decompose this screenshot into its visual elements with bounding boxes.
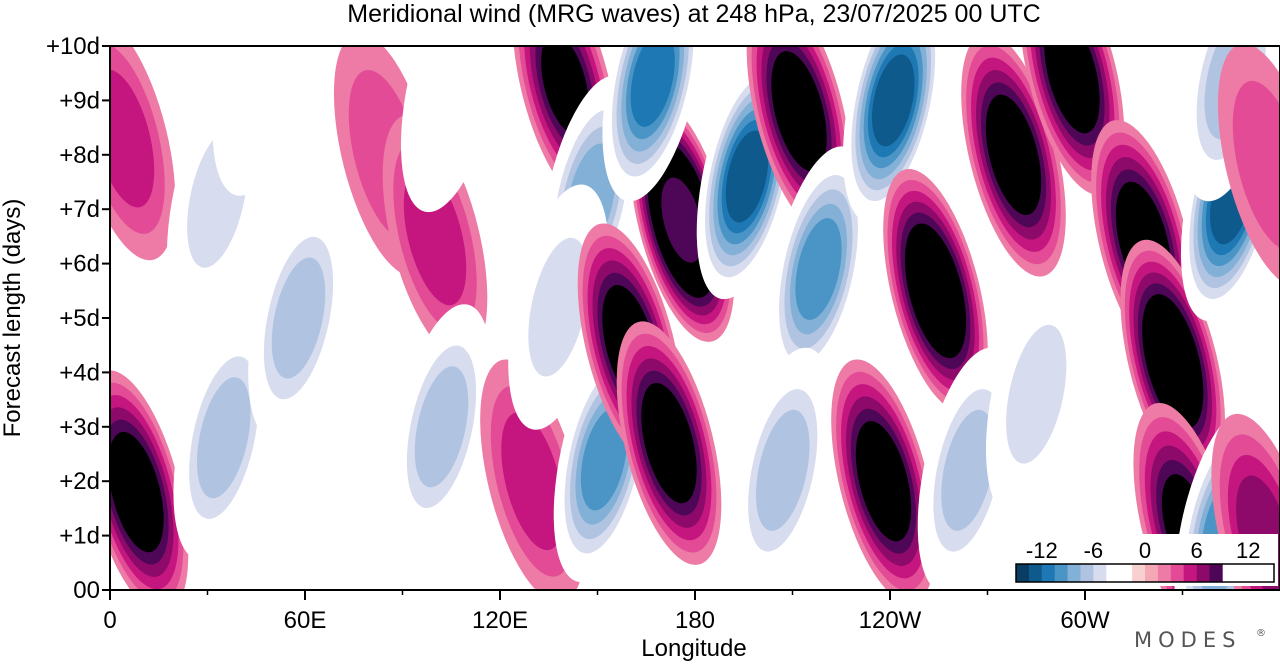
colorbar-swatch — [1016, 564, 1030, 582]
modes-logo: MODES ® — [1134, 628, 1266, 652]
contour-level — [941, 409, 995, 531]
colorbar-tick-label: -6 — [1084, 538, 1104, 563]
heatmap-feature — [173, 315, 275, 561]
heatmap-feature — [1019, 46, 1125, 195]
y-tick-label: +2d — [59, 468, 100, 495]
colorbar-swatch — [1196, 564, 1210, 582]
plot-area — [109, 45, 1280, 591]
contour-level — [776, 63, 822, 160]
x-tick-label: 120E — [472, 607, 528, 634]
colorbar-swatch — [1145, 564, 1159, 582]
contour-level — [113, 444, 159, 540]
contour-level — [872, 54, 915, 147]
contour-level — [1150, 315, 1195, 408]
contour-level — [795, 218, 842, 320]
colorbar-swatch — [1067, 564, 1081, 582]
colorbar-swatch — [1054, 564, 1068, 582]
colorbar-tick-label: 6 — [1190, 538, 1202, 563]
colorbar-tick-label: 0 — [1139, 538, 1151, 563]
svg-text:®: ® — [1256, 628, 1266, 639]
heatmap-feature — [842, 46, 944, 224]
heatmap-feature — [883, 169, 988, 413]
colorbar-swatch — [1080, 564, 1094, 582]
heatmap-feature — [110, 46, 176, 261]
colorbar-swatch — [1119, 564, 1133, 582]
y-tick-label: +3d — [59, 414, 100, 441]
x-tick-label: 180 — [675, 607, 715, 634]
contour-level — [661, 177, 703, 263]
heatmap-feature — [985, 271, 1087, 517]
colorbar-swatch — [1183, 564, 1197, 582]
colorbar-swatch — [1157, 564, 1172, 582]
y-tick-label: +4d — [59, 359, 100, 386]
heatmap-feature — [746, 46, 852, 234]
colorbar-tick-label: -12 — [1026, 538, 1058, 563]
contour-level — [860, 433, 907, 529]
contour-level — [110, 69, 155, 208]
y-tick-label: +1d — [59, 523, 100, 550]
contour-level — [990, 107, 1037, 203]
heatmap-feature — [391, 304, 492, 550]
contour-level — [580, 408, 628, 511]
colorbar-labels: -12 -6 0 6 12 — [1026, 538, 1261, 563]
colorbar-tick-label: 12 — [1236, 538, 1260, 563]
colorbar-swatch — [1041, 564, 1055, 582]
contour-level — [1049, 46, 1095, 121]
heatmap-feature — [917, 347, 1019, 590]
contour-level — [725, 130, 769, 223]
heatmap-feature — [961, 46, 1066, 277]
contour-level — [226, 46, 299, 159]
y-tick-label: +9d — [59, 87, 100, 114]
colorbar-frame — [1015, 563, 1275, 583]
y-tick-label: 00 — [73, 577, 100, 604]
contour-level — [1232, 80, 1280, 251]
heatmap-feature — [110, 370, 189, 590]
contour-level — [271, 257, 326, 379]
chart-title: Meridional wind (MRG waves) at 248 hPa, … — [347, 0, 1040, 28]
contour-level — [1006, 324, 1067, 464]
contour-level — [501, 412, 564, 551]
heatmap-feature — [212, 46, 314, 196]
y-tick-label: +8d — [59, 142, 100, 169]
heatmap-feature — [1217, 46, 1280, 288]
heatmap-field — [110, 46, 1280, 590]
colorbar-swatch — [1093, 564, 1107, 582]
contour-level — [646, 395, 692, 491]
heatmap-feature — [248, 195, 349, 441]
colorbar-swatch — [1132, 564, 1146, 582]
colorbar-swatch — [1209, 564, 1223, 582]
contour-level — [196, 377, 251, 499]
colorbar-swatch — [1106, 564, 1120, 582]
y-axis: 00 +1d +2d +3d +4d +5d +6d +7d +8d +9d +10d — [46, 33, 110, 604]
heatmap-feature — [602, 46, 704, 202]
y-tick-label: +5d — [59, 305, 100, 332]
contour-level — [528, 237, 589, 377]
contour-level — [913, 245, 958, 337]
contour-level — [414, 366, 469, 488]
heatmap-feature — [616, 321, 722, 565]
colorbar-swatch — [1028, 564, 1043, 582]
y-tick-label: +10d — [46, 33, 100, 60]
y-axis-label: Forecast length (days) — [0, 199, 26, 438]
x-axis-label: Longitude — [641, 635, 746, 662]
x-tick-label: 60E — [284, 607, 327, 634]
heatmap-feature — [732, 347, 834, 590]
y-tick-label: +7d — [59, 196, 100, 223]
contour-level — [755, 409, 810, 531]
colorbar-swatches — [1016, 564, 1223, 582]
x-tick-label: 0 — [103, 607, 116, 634]
colorbar-swatch — [1170, 564, 1184, 582]
heatmap-feature — [768, 146, 869, 392]
x-tick-label: 120W — [859, 607, 922, 634]
x-tick-label: 60W — [1060, 607, 1110, 634]
heatmap-feature — [831, 359, 936, 590]
contour-level — [630, 46, 675, 127]
colorbar: -12 -6 0 6 12 — [1012, 534, 1278, 586]
x-axis: 0 60E 120E 180 120W 60W — [103, 590, 1184, 634]
svg-text:MODES: MODES — [1134, 628, 1241, 652]
y-tick-label: +6d — [59, 251, 100, 278]
